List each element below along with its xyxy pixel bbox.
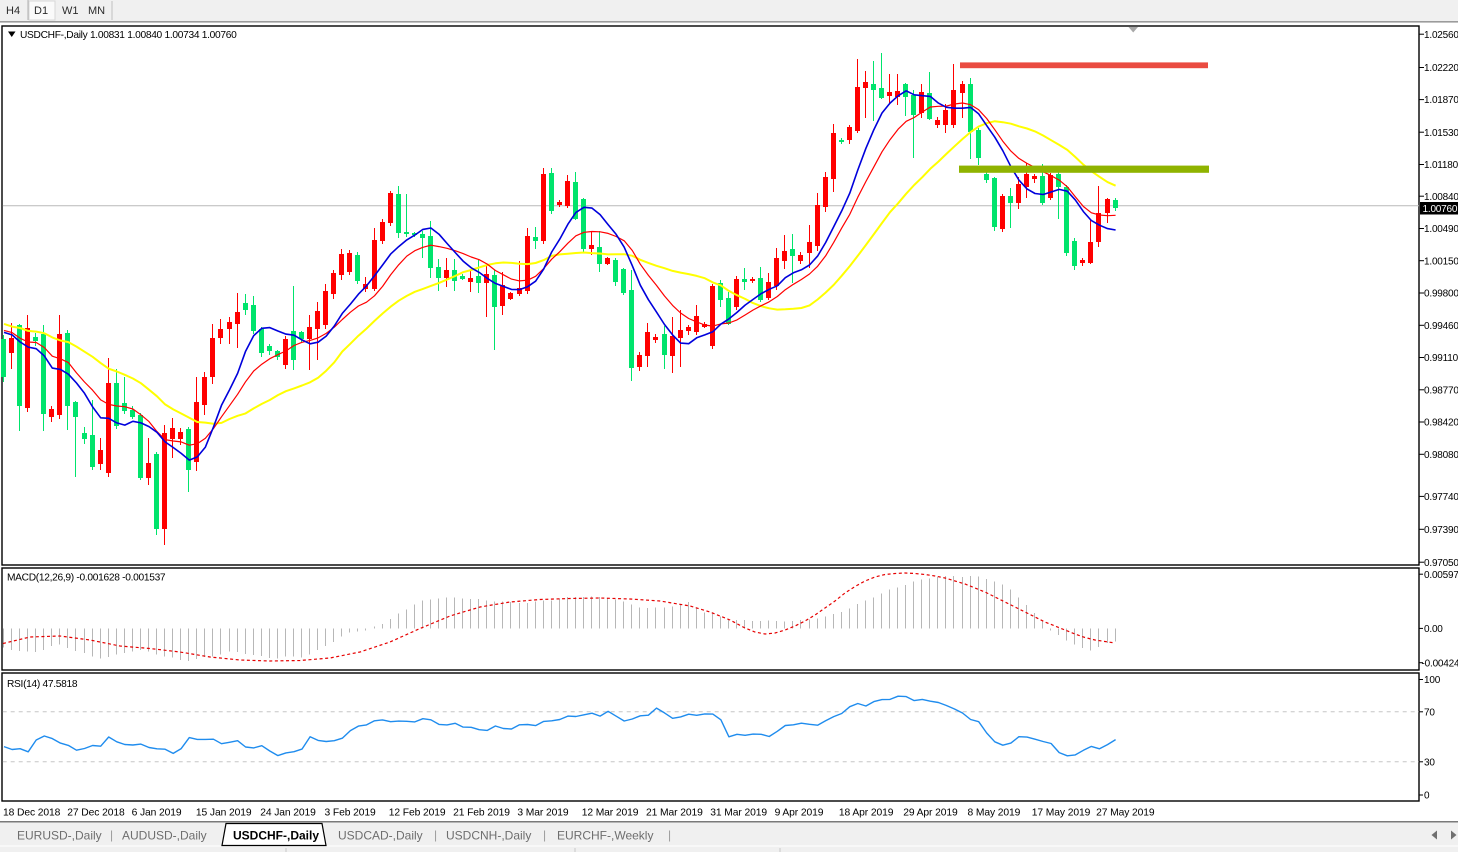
svg-text:6 Jan 2019: 6 Jan 2019 — [132, 808, 182, 819]
svg-text:9 Apr 2019: 9 Apr 2019 — [775, 808, 824, 819]
svg-text:H4: H4 — [6, 5, 20, 17]
svg-text:0.98770: 0.98770 — [1424, 385, 1458, 396]
svg-text:0.99460: 0.99460 — [1424, 321, 1458, 332]
svg-text:8 May 2019: 8 May 2019 — [968, 808, 1021, 819]
svg-text:31 Mar 2019: 31 Mar 2019 — [710, 808, 767, 819]
svg-text:30: 30 — [1424, 757, 1435, 768]
svg-text:1.02220: 1.02220 — [1424, 63, 1458, 74]
svg-text:EURCHF-,Weekly: EURCHF-,Weekly — [557, 829, 653, 843]
svg-text:0.98080: 0.98080 — [1424, 450, 1458, 461]
svg-text:EURUSD-,Daily: EURUSD-,Daily — [17, 829, 102, 843]
svg-text:12 Mar 2019: 12 Mar 2019 — [582, 808, 639, 819]
svg-text:1.01870: 1.01870 — [1424, 95, 1458, 106]
svg-text:|: | — [434, 828, 437, 842]
svg-text:18 Dec 2018: 18 Dec 2018 — [3, 808, 61, 819]
svg-text:27 May 2019: 27 May 2019 — [1096, 808, 1155, 819]
svg-text:-0.00424: -0.00424 — [1422, 658, 1458, 669]
svg-text:24 Jan 2019: 24 Jan 2019 — [260, 808, 316, 819]
svg-text:|: | — [543, 828, 546, 842]
svg-text:70: 70 — [1424, 707, 1435, 718]
svg-text:1.01530: 1.01530 — [1424, 128, 1458, 139]
svg-text:USDCHF-,Daily 1.00831 1.00840: USDCHF-,Daily 1.00831 1.00840 1.00734 1.… — [20, 30, 237, 41]
svg-text:0.97390: 0.97390 — [1424, 525, 1458, 536]
svg-text:|: | — [668, 828, 671, 842]
svg-text:D1: D1 — [34, 5, 48, 17]
svg-text:0.99110: 0.99110 — [1424, 353, 1458, 364]
svg-text:1.01180: 1.01180 — [1424, 160, 1458, 171]
svg-text:1.00490: 1.00490 — [1424, 224, 1458, 235]
svg-text:12 Feb 2019: 12 Feb 2019 — [389, 808, 446, 819]
svg-text:27 Dec 2018: 27 Dec 2018 — [67, 808, 125, 819]
svg-text:1.00760: 1.00760 — [1423, 204, 1458, 215]
svg-text:29 Apr 2019: 29 Apr 2019 — [903, 808, 958, 819]
svg-text:21 Mar 2019: 21 Mar 2019 — [646, 808, 703, 819]
svg-text:15 Jan 2019: 15 Jan 2019 — [196, 808, 252, 819]
svg-text:1.02560: 1.02560 — [1424, 30, 1458, 41]
svg-text:USDCHF-,Daily: USDCHF-,Daily — [233, 829, 319, 843]
svg-text:1.00150: 1.00150 — [1424, 256, 1458, 267]
svg-text:17 May 2019: 17 May 2019 — [1032, 808, 1091, 819]
svg-text:3 Mar 2019: 3 Mar 2019 — [517, 808, 568, 819]
svg-text:1.00840: 1.00840 — [1424, 192, 1458, 203]
svg-text:100: 100 — [1424, 675, 1441, 686]
svg-text:0.99800: 0.99800 — [1424, 289, 1458, 300]
svg-text:0.00597: 0.00597 — [1424, 570, 1458, 581]
svg-text:AUDUSD-,Daily: AUDUSD-,Daily — [122, 829, 207, 843]
svg-text:RSI(14) 47.5818: RSI(14) 47.5818 — [7, 679, 78, 690]
svg-text:USDCNH-,Daily: USDCNH-,Daily — [446, 829, 531, 843]
svg-text:0.00: 0.00 — [1424, 624, 1443, 635]
svg-text:0.97740: 0.97740 — [1424, 492, 1458, 503]
svg-text:18 Apr 2019: 18 Apr 2019 — [839, 808, 894, 819]
svg-text:0.98420: 0.98420 — [1424, 418, 1458, 429]
svg-text:|: | — [110, 828, 113, 842]
svg-text:USDCAD-,Daily: USDCAD-,Daily — [338, 829, 423, 843]
svg-text:3 Feb 2019: 3 Feb 2019 — [325, 808, 376, 819]
svg-text:W1: W1 — [62, 5, 79, 17]
svg-text:MN: MN — [88, 5, 105, 17]
svg-text:21 Feb 2019: 21 Feb 2019 — [453, 808, 510, 819]
svg-text:0: 0 — [1424, 791, 1430, 802]
svg-text:MACD(12,26,9) -0.001628 -0.001: MACD(12,26,9) -0.001628 -0.001537 — [7, 573, 166, 584]
svg-text:0.97050: 0.97050 — [1424, 558, 1458, 569]
